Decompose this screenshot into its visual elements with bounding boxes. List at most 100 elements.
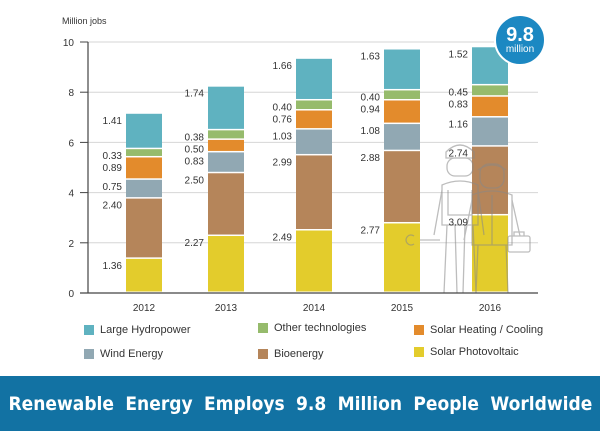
y-tick-label: 0 [68,289,74,300]
legend-label: Wind Energy [100,348,163,360]
legend-item-large-hydropower: Large Hydropower [84,324,191,336]
value-label-solar-heating-cooling-2016: 0.83 [449,99,469,110]
bar-segment-other-technologies-2012 [126,149,162,156]
bar-segment-wind-energy-2015 [384,124,420,150]
value-labels: 1.410.330.890.752.401.361.740.380.500.83… [103,49,469,272]
bar-segment-other-technologies-2014 [296,100,332,110]
value-label-large-hydropower-2012: 1.41 [103,116,123,127]
legend-label: Large Hydropower [100,324,191,336]
bar-segment-solar-heating-cooling-2014 [296,110,332,129]
value-label-solar-photovoltaic-2013: 2.27 [185,238,205,249]
legend-item-solar-heating-cooling: Solar Heating / Cooling [414,324,543,336]
value-label-wind-energy-2012: 0.75 [103,182,123,193]
bar-segment-solar-photovoltaic-2015 [384,223,420,292]
value-label-solar-photovoltaic-2016: 3.09 [449,217,469,228]
value-label-bioenergy-2015: 2.88 [361,153,381,164]
bar-segment-solar-heating-cooling-2016 [472,96,508,117]
value-label-bioenergy-2013: 2.50 [185,175,205,186]
value-label-solar-heating-cooling-2014: 0.76 [273,114,293,125]
bar-segment-wind-energy-2012 [126,179,162,198]
y-tick-label: 2 [68,239,74,250]
value-label-large-hydropower-2016: 1.52 [449,49,469,60]
bar-segment-wind-energy-2016 [472,117,508,146]
legend-swatch [258,323,268,333]
banner-title: Renewable Energy Employs 9.8 Million Peo… [8,392,592,415]
bar-segment-large-hydropower-2013 [208,86,244,129]
value-label-solar-heating-cooling-2013: 0.50 [185,144,205,155]
legend-item-other-technologies: Other technologies [258,322,366,334]
legend-swatch [414,347,424,357]
value-label-large-hydropower-2014: 1.66 [273,61,293,72]
bar-segment-large-hydropower-2012 [126,113,162,148]
worker-male-icon [463,163,531,294]
value-label-solar-heating-cooling-2015: 0.94 [361,104,381,115]
value-label-wind-energy-2016: 1.16 [449,120,469,131]
x-tick-label-2014: 2014 [303,303,326,314]
value-label-other-technologies-2014: 0.40 [273,102,293,113]
x-tick-label-2016: 2016 [479,303,502,314]
y-tick-label: 6 [68,138,74,149]
y-tick-label: 10 [63,38,75,49]
bar-segment-solar-photovoltaic-2012 [126,258,162,292]
bar-segment-solar-heating-cooling-2012 [126,157,162,179]
bar-segment-solar-photovoltaic-2014 [296,230,332,292]
value-label-wind-energy-2015: 1.08 [361,126,381,137]
bar-segment-solar-heating-cooling-2015 [384,100,420,123]
value-label-other-technologies-2015: 0.40 [361,92,381,103]
value-label-large-hydropower-2015: 1.63 [361,52,381,63]
value-label-bioenergy-2014: 2.99 [273,157,293,168]
value-label-wind-energy-2013: 0.83 [185,156,205,167]
value-label-bioenergy-2016: 2.74 [449,149,469,160]
bar-segment-wind-energy-2014 [296,129,332,154]
bars [126,47,508,292]
y-tick-label: 8 [68,88,74,99]
legend: Large Hydropower Other technologies Sola… [84,322,584,368]
legend-label: Other technologies [274,322,367,334]
value-label-wind-energy-2014: 1.03 [273,132,293,143]
value-label-solar-photovoltaic-2015: 2.77 [361,225,381,236]
y-tick-label: 4 [68,189,74,200]
bar-segment-bioenergy-2014 [296,155,332,230]
bar-segment-bioenergy-2012 [126,198,162,258]
legend-item-wind-energy: Wind Energy [84,348,163,360]
legend-swatch [84,349,94,359]
value-label-other-technologies-2013: 0.38 [185,132,205,143]
legend-label: Solar Photovoltaic [430,346,519,358]
bar-segment-other-technologies-2015 [384,90,420,99]
legend-swatch [84,325,94,335]
bar-segment-large-hydropower-2015 [384,49,420,89]
value-label-solar-heating-cooling-2012: 0.89 [103,163,123,174]
y-axis-label: Million jobs [62,16,107,26]
stacked-bar-chart: Million jobs 0 2 4 6 8 10 1.41 0.330.89 0.75 2.4… [62,16,538,314]
value-label-other-technologies-2012: 0.33 [103,151,123,162]
x-axis-ticks: 2012 2013 2014 2015 2016 [133,303,502,314]
legend-label: Solar Heating / Cooling [430,324,544,336]
bar-segment-solar-heating-cooling-2013 [208,139,244,151]
bar-segment-other-technologies-2013 [208,130,244,139]
bar-segment-wind-energy-2013 [208,152,244,172]
title-banner: Renewable Energy Employs 9.8 Million Peo… [0,376,600,431]
x-tick-label-2013: 2013 [215,303,238,314]
bar-segment-large-hydropower-2014 [296,58,332,99]
worker-illustration [405,144,531,294]
bar-segment-bioenergy-2013 [208,173,244,235]
value-label-other-technologies-2016: 0.45 [449,87,469,98]
total-badge: 9.8 million [494,14,546,66]
bar-segment-solar-photovoltaic-2013 [208,236,244,292]
badge-unit: million [505,43,535,55]
badge-number: 9.8 [506,23,534,46]
value-label-solar-photovoltaic-2014: 2.49 [273,233,293,244]
y-axis-ticks: 0 2 4 6 8 10 [63,38,88,300]
legend-swatch [414,325,424,335]
x-tick-label-2012: 2012 [133,303,156,314]
legend-item-bioenergy: Bioenergy [258,348,324,360]
legend-item-solar-photovoltaic: Solar Photovoltaic [414,346,519,358]
x-tick-label-2015: 2015 [391,303,414,314]
value-label-solar-photovoltaic-2012: 1.36 [103,261,123,272]
value-label-bioenergy-2012: 2.40 [103,201,123,212]
legend-swatch [258,349,268,359]
bar-segment-bioenergy-2015 [384,151,420,222]
value-label-large-hydropower-2013: 1.74 [185,89,205,100]
legend-label: Bioenergy [274,348,324,360]
bar-segment-other-technologies-2016 [472,85,508,96]
